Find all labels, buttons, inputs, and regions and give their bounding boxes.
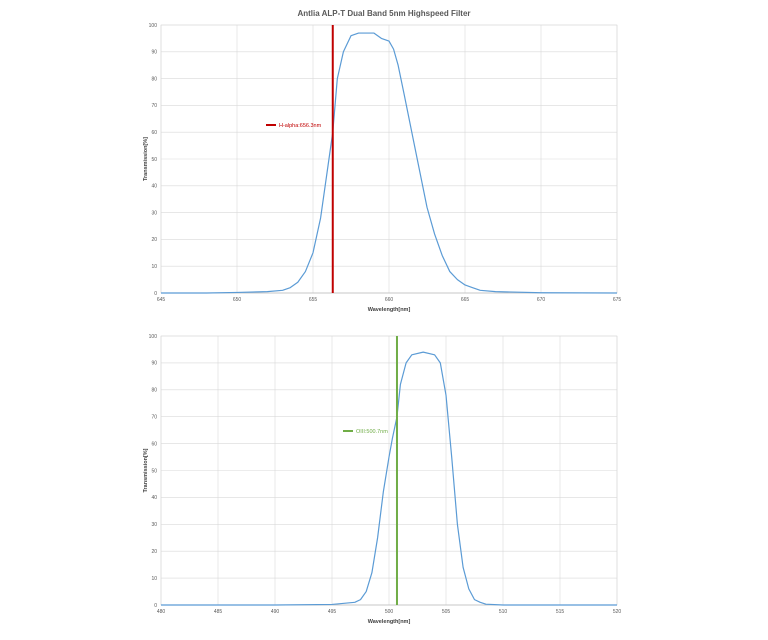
y-tick-label: 100	[149, 334, 158, 340]
oiii-transmission-chart: 480 485 490 495 500 505 510 515 520 0 10 20 30 40 50 60…	[143, 334, 622, 625]
y-tick-label: 10	[151, 576, 157, 582]
y-tick-label: 80	[151, 76, 157, 82]
x-tick-label: 505	[442, 609, 451, 615]
x-tick-label: 650	[233, 297, 242, 303]
x-tick-label: 520	[613, 609, 622, 615]
y-tick-label: 60	[151, 441, 157, 447]
transmission-curve	[161, 351, 617, 606]
x-tick-label: 670	[537, 297, 546, 303]
y-tick-label: 30	[151, 210, 157, 216]
y-tick-label: 0	[154, 291, 157, 297]
y-tick-label: 100	[149, 23, 158, 29]
y-tick-label: 70	[151, 415, 157, 421]
y-tick-label: 40	[151, 184, 157, 190]
x-tick-label: 480	[157, 609, 166, 615]
y-axis-title: Transmission[%]	[143, 137, 149, 181]
halpha-transmission-chart: 645 650 655 660 665 670 675 0 10 20 30 40 50 60 70 80 90…	[143, 23, 622, 313]
y-tick-label: 30	[151, 522, 157, 528]
chart-title: Antlia ALP-T Dual Band 5nm Highspeed Fil…	[297, 9, 471, 18]
transmission-curve	[161, 32, 618, 294]
x-tick-label: 510	[499, 609, 508, 615]
y-tick-label: 0	[154, 603, 157, 609]
x-tick-label: 645	[157, 297, 166, 303]
x-tick-label: 495	[328, 609, 337, 615]
x-axis-title: Wavelength[nm]	[368, 307, 411, 313]
y-tick-label: 90	[151, 361, 157, 367]
x-tick-label: 660	[385, 297, 394, 303]
x-tick-label: 665	[461, 297, 470, 303]
y-tick-label: 50	[151, 157, 157, 163]
y-tick-label: 70	[151, 103, 157, 109]
x-tick-label: 675	[613, 297, 622, 303]
y-tick-label: 60	[151, 130, 157, 136]
x-tick-label: 655	[309, 297, 318, 303]
x-tick-label: 485	[214, 609, 223, 615]
y-tick-label: 20	[151, 549, 157, 555]
legend-label: H-alpha:656.3nm	[279, 123, 322, 129]
y-tick-label: 20	[151, 237, 157, 243]
y-tick-label: 80	[151, 388, 157, 394]
y-axis-title: Transmission[%]	[143, 448, 149, 492]
y-tick-label: 50	[151, 468, 157, 474]
legend-label: OIII:500.7nm	[356, 429, 388, 435]
y-tick-label: 10	[151, 264, 157, 270]
y-tick-label: 40	[151, 495, 157, 501]
x-tick-label: 515	[556, 609, 565, 615]
y-tick-label: 90	[151, 50, 157, 56]
x-tick-label: 500	[385, 609, 394, 615]
x-axis-title: Wavelength[nm]	[368, 619, 411, 625]
x-tick-label: 490	[271, 609, 280, 615]
